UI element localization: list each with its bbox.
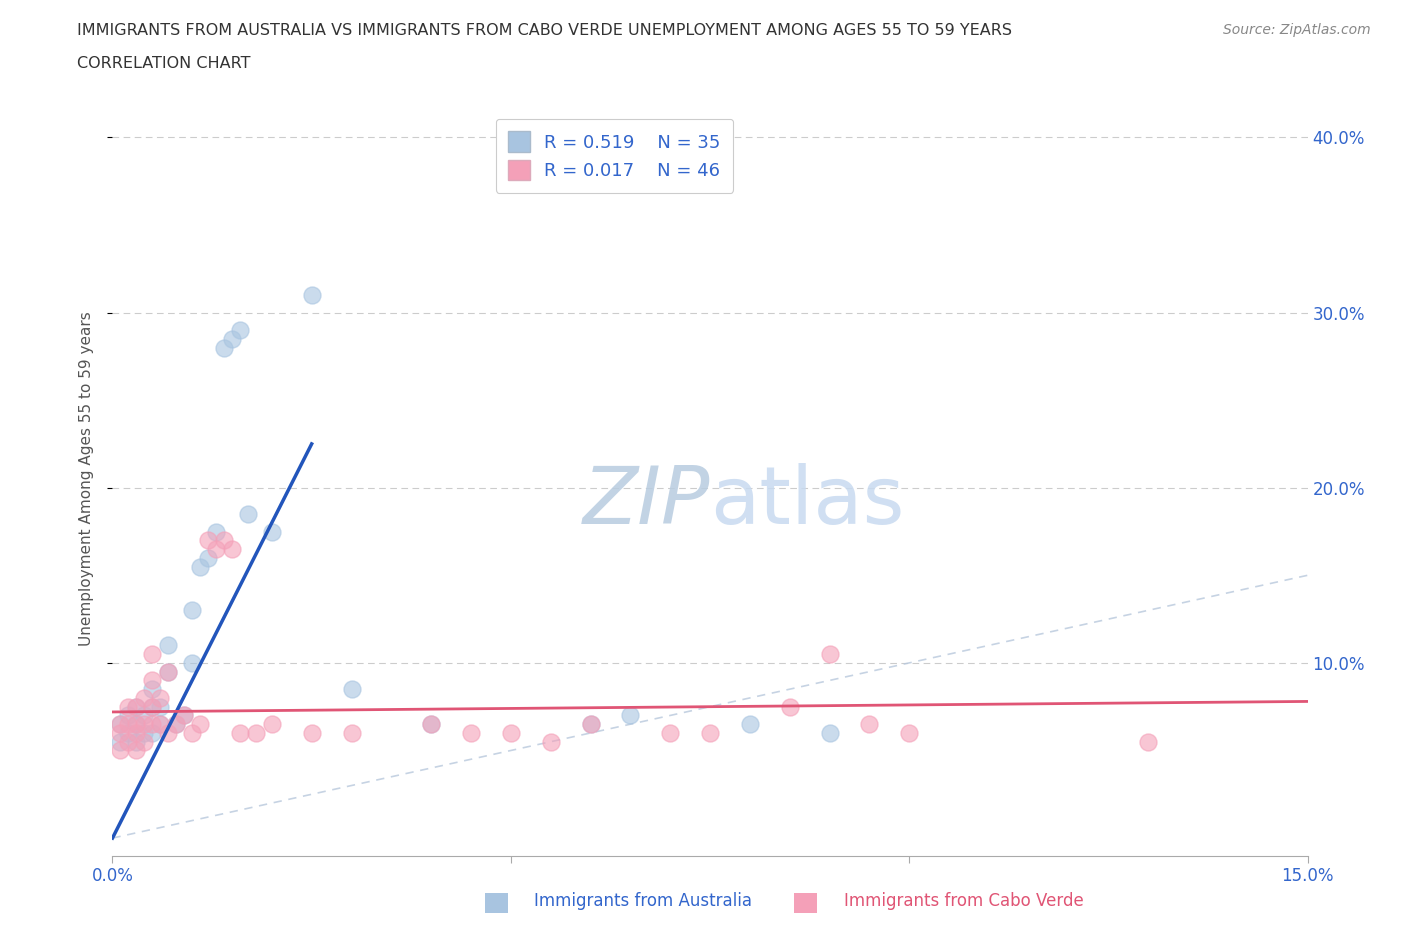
Y-axis label: Unemployment Among Ages 55 to 59 years: Unemployment Among Ages 55 to 59 years <box>79 312 94 646</box>
Point <box>221 331 243 346</box>
Point <box>188 717 211 732</box>
Point <box>779 699 801 714</box>
Point <box>229 725 252 740</box>
Point <box>149 690 172 705</box>
Point <box>659 725 682 740</box>
Point <box>197 533 219 548</box>
Point <box>134 735 156 750</box>
Point <box>110 725 132 740</box>
Point <box>149 717 172 732</box>
Point <box>157 638 180 653</box>
Point <box>141 699 163 714</box>
Point <box>157 664 180 679</box>
Point <box>460 725 482 740</box>
Point <box>141 646 163 661</box>
Point <box>165 717 187 732</box>
Point <box>579 717 602 732</box>
Point <box>165 717 187 732</box>
Point <box>149 717 172 732</box>
Point <box>205 525 228 539</box>
Point <box>188 559 211 574</box>
Text: atlas: atlas <box>710 462 904 540</box>
Point <box>212 340 235 355</box>
Point <box>110 717 132 732</box>
Point <box>340 682 363 697</box>
Point <box>110 717 132 732</box>
Point <box>173 708 195 723</box>
Point <box>260 525 283 539</box>
Point <box>540 735 562 750</box>
Point <box>205 541 228 556</box>
Point <box>141 717 163 732</box>
Point <box>117 735 139 750</box>
Point <box>141 699 163 714</box>
Text: Source: ZipAtlas.com: Source: ZipAtlas.com <box>1223 23 1371 37</box>
Point <box>245 725 267 740</box>
Point <box>125 699 148 714</box>
Point <box>157 725 180 740</box>
Point <box>117 717 139 732</box>
Text: IMMIGRANTS FROM AUSTRALIA VS IMMIGRANTS FROM CABO VERDE UNEMPLOYMENT AMONG AGES : IMMIGRANTS FROM AUSTRALIA VS IMMIGRANTS … <box>77 23 1012 38</box>
Point <box>157 664 180 679</box>
Point <box>149 699 172 714</box>
Point <box>818 646 841 661</box>
Point <box>619 708 641 723</box>
Text: Immigrants from Cabo Verde: Immigrants from Cabo Verde <box>844 892 1084 910</box>
Point <box>738 717 761 732</box>
Legend: R = 0.519    N = 35, R = 0.017    N = 46: R = 0.519 N = 35, R = 0.017 N = 46 <box>495 119 734 193</box>
Point <box>173 708 195 723</box>
Point <box>125 717 148 732</box>
Text: ZIP: ZIP <box>582 462 710 540</box>
Point <box>699 725 721 740</box>
Point <box>134 690 156 705</box>
Point <box>125 743 148 758</box>
Point <box>125 735 148 750</box>
Point <box>181 603 204 618</box>
Point <box>125 699 148 714</box>
Point <box>117 725 139 740</box>
Point <box>236 507 259 522</box>
Point <box>125 725 148 740</box>
Point <box>134 725 156 740</box>
Point <box>1137 735 1160 750</box>
Point <box>134 708 156 723</box>
Text: Immigrants from Australia: Immigrants from Australia <box>534 892 752 910</box>
Point <box>212 533 235 548</box>
Point <box>181 725 204 740</box>
Point <box>818 725 841 740</box>
Point <box>340 725 363 740</box>
Point <box>898 725 921 740</box>
Point <box>181 656 204 671</box>
Point <box>134 717 156 732</box>
Point <box>301 287 323 302</box>
Point <box>141 673 163 688</box>
Point <box>229 323 252 338</box>
Point <box>125 717 148 732</box>
Point <box>221 541 243 556</box>
Text: CORRELATION CHART: CORRELATION CHART <box>77 56 250 71</box>
Point <box>499 725 522 740</box>
Point <box>420 717 443 732</box>
Point <box>420 717 443 732</box>
Point <box>110 735 132 750</box>
Point <box>110 743 132 758</box>
Point <box>301 725 323 740</box>
Point <box>117 699 139 714</box>
Point <box>260 717 283 732</box>
Point <box>858 717 880 732</box>
Point <box>197 551 219 565</box>
Point <box>117 708 139 723</box>
Point <box>579 717 602 732</box>
Point <box>141 682 163 697</box>
Point <box>141 725 163 740</box>
